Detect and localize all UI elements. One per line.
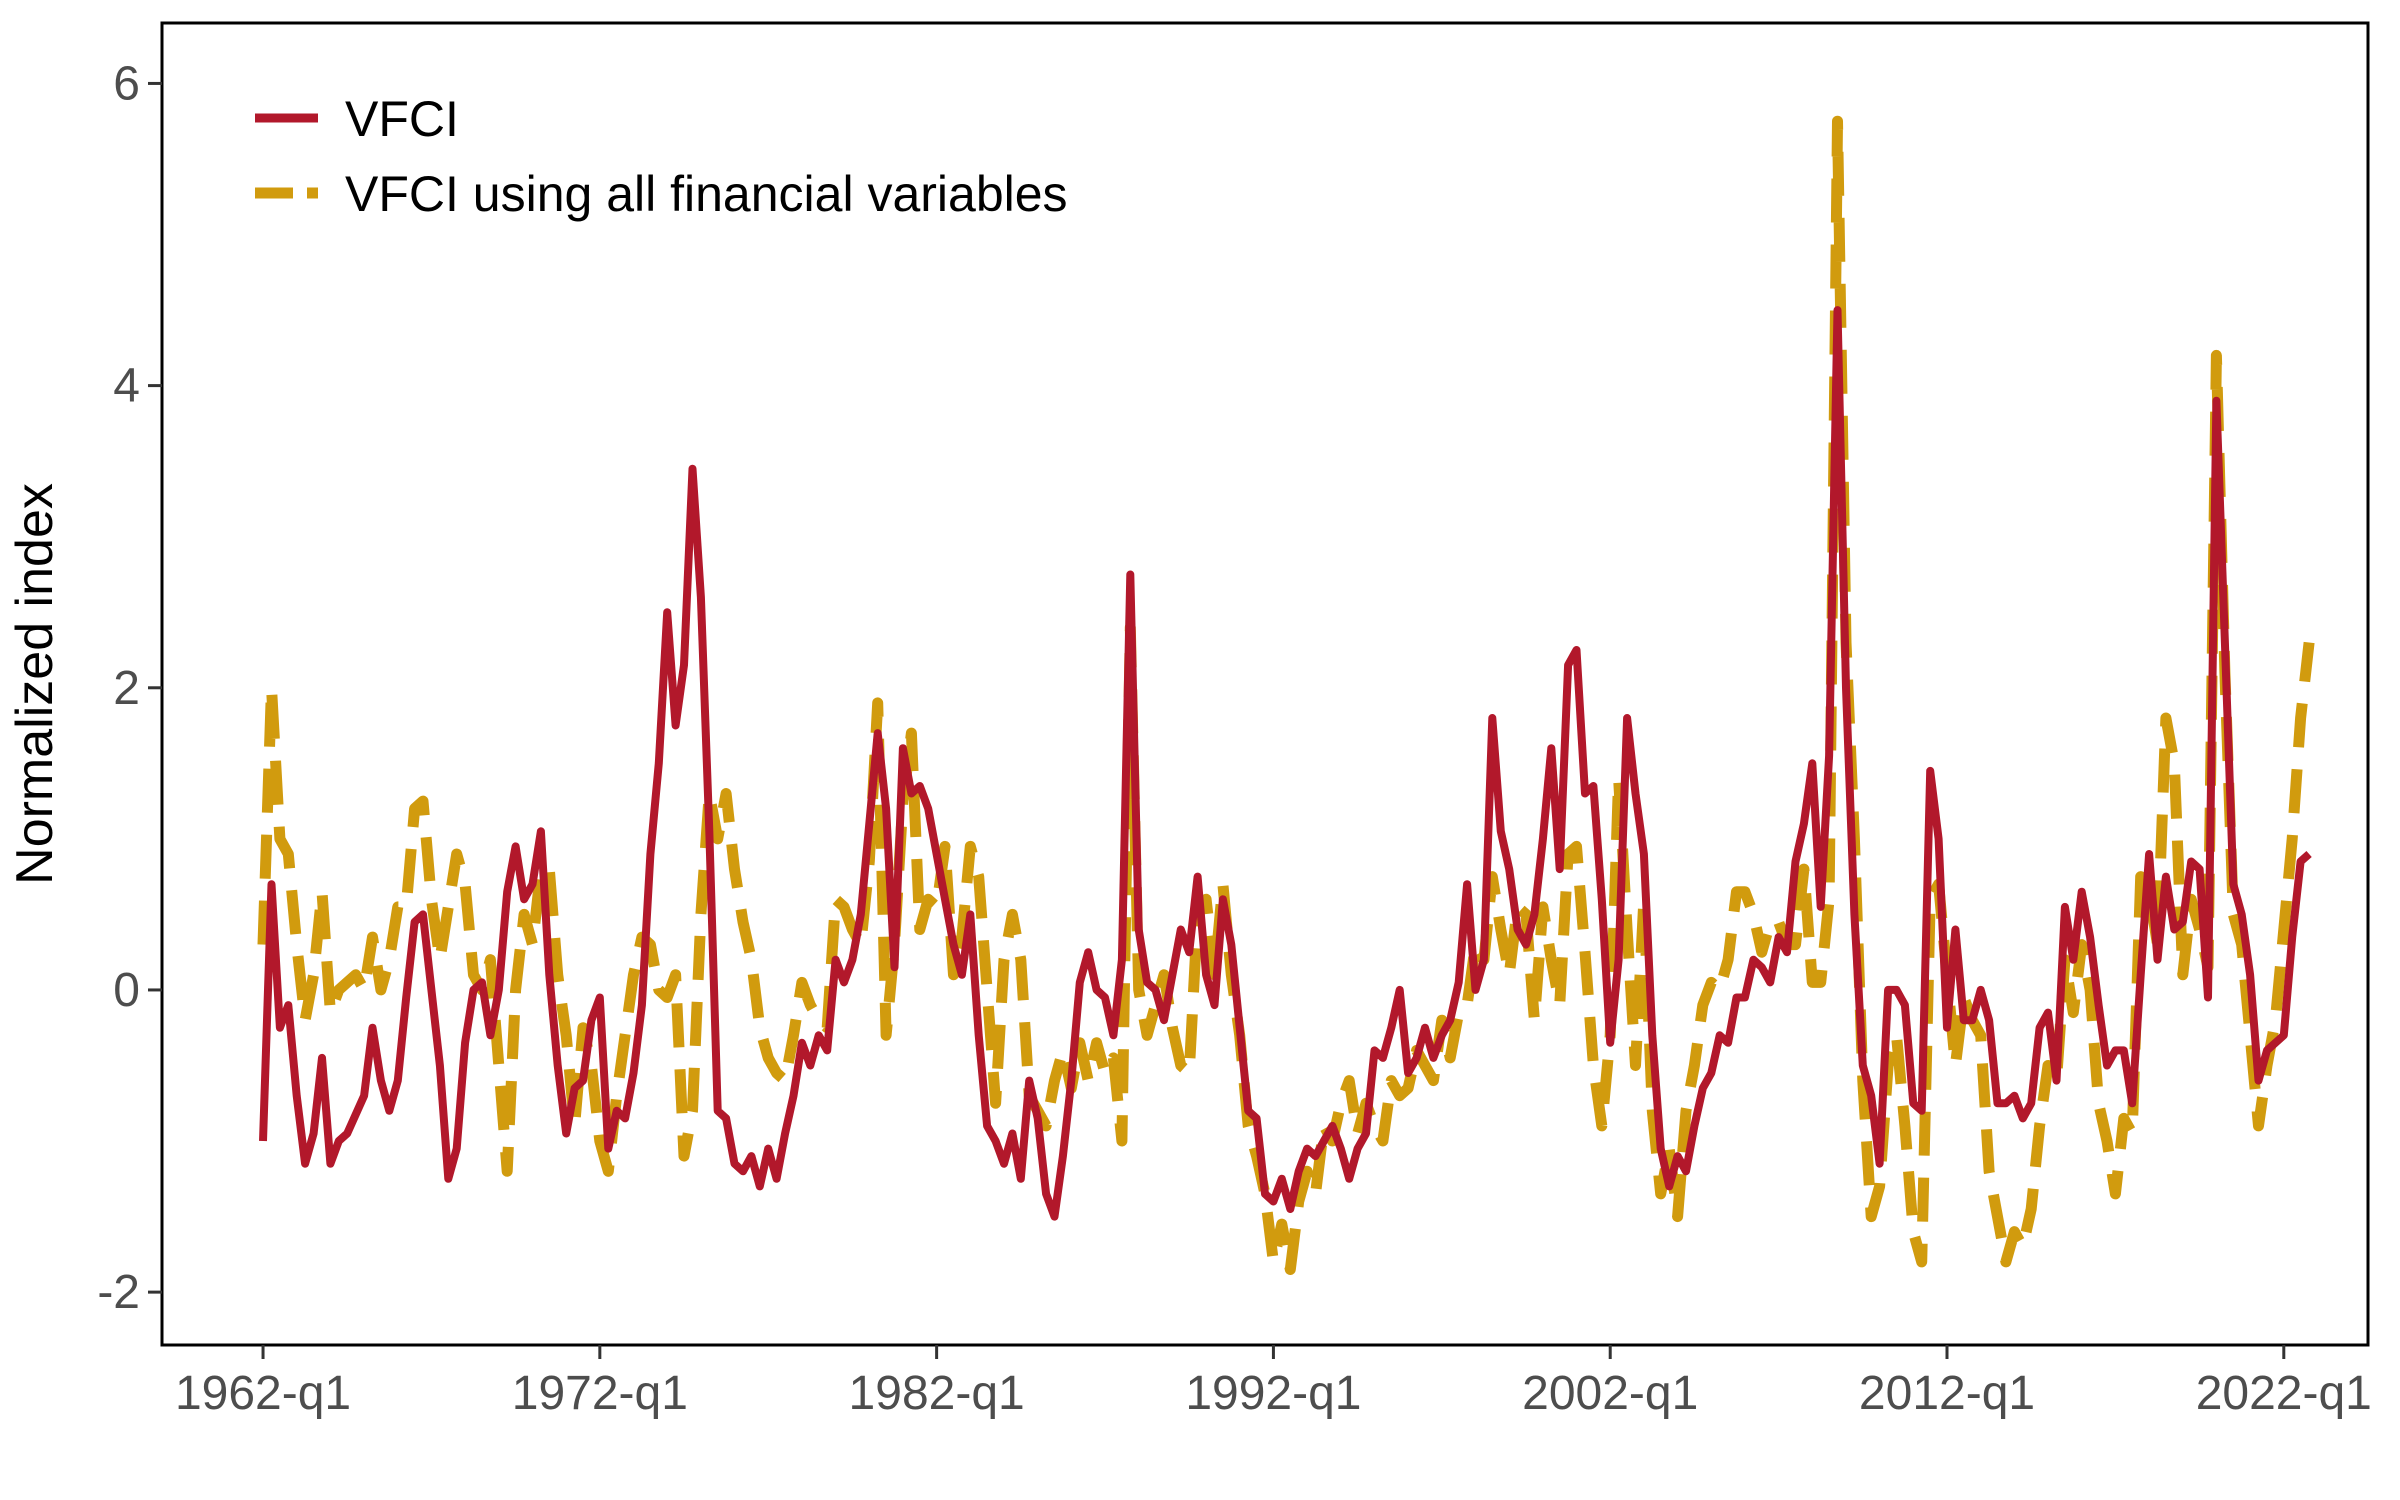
plot-panel: [160, 21, 2370, 1347]
x-tick-label: 1972-q1: [512, 1367, 688, 1420]
x-tick-label: 2012-q1: [1859, 1367, 2035, 1420]
x-axis: 1962-q1 1972-q1 1982-q1 1992-q1 2002-q1 2012-…: [175, 1345, 2372, 1420]
y-tick-label: 4: [113, 360, 140, 413]
y-tick-label: 0: [113, 964, 140, 1017]
legend-label: VFCI using all financial variables: [345, 166, 1068, 222]
series-line-vfci-all-variables: [257, 115, 2315, 1275]
y-axis-title: Normalized index: [6, 483, 64, 885]
x-tick-label: 1962-q1: [175, 1367, 351, 1420]
y-axis: -2 0 2 4 6: [97, 57, 162, 1319]
y-tick-label: 6: [113, 57, 140, 110]
y-tick-label: -2: [97, 1266, 140, 1319]
series-layer: [257, 115, 2315, 1275]
x-tick-label: 1992-q1: [1185, 1367, 1361, 1420]
series-line-vfci: [259, 306, 2312, 1221]
x-tick-label: 1982-q1: [849, 1367, 1025, 1420]
legend-label: VFCI: [345, 91, 459, 147]
legend: VFCI VFCI using all financial variables: [255, 91, 1068, 222]
y-tick-label: 2: [113, 662, 140, 715]
x-tick-label: 2022-q1: [2196, 1367, 2372, 1420]
x-tick-label: 2002-q1: [1522, 1367, 1698, 1420]
